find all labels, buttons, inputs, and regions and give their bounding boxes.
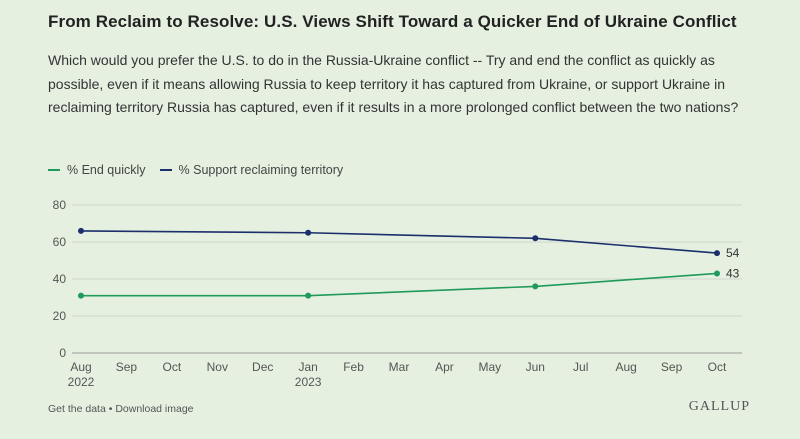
series-line [81, 272, 718, 297]
download-image-link[interactable]: Download image [115, 403, 194, 415]
y-tick-label: 40 [53, 272, 67, 286]
x-tick-label: Sep [116, 360, 138, 374]
y-tick-label: 0 [59, 346, 66, 360]
x-tick-label: Apr [435, 360, 454, 374]
end-value-label: 43 [726, 266, 740, 280]
data-point [532, 283, 539, 290]
legend-item-end-quickly[interactable]: % End quickly [48, 163, 146, 177]
x-tick-label: May [479, 360, 502, 374]
get-data-link[interactable]: Get the data [48, 403, 106, 415]
data-point [78, 227, 84, 234]
footer-links: Get the data • Download image [48, 403, 194, 415]
x-tick-label: Oct [163, 360, 182, 374]
legend-label-support-reclaiming: % Support reclaiming territory [178, 163, 344, 177]
x-tick-label: Feb [343, 360, 364, 374]
x-tick-label: Dec [252, 360, 273, 374]
legend: % End quickly % Support reclaiming terri… [48, 163, 357, 177]
x-tick-year-label: 2023 [295, 375, 322, 389]
legend-swatch-support-reclaiming [159, 169, 172, 171]
x-tick-label: Jun [526, 360, 545, 374]
x-tick-label: Mar [389, 360, 410, 374]
data-point [78, 292, 84, 299]
legend-item-support-reclaiming[interactable]: % Support reclaiming territory [159, 163, 344, 177]
gallup-logo: GALLUP [688, 399, 750, 414]
data-point [305, 229, 312, 236]
x-tick-label: Jan [298, 360, 317, 374]
x-tick-label: Jul [573, 360, 588, 374]
y-tick-label: 20 [53, 309, 67, 323]
y-tick-label: 60 [53, 235, 67, 249]
y-tick-label: 80 [53, 198, 67, 212]
end-value-label: 54 [726, 246, 740, 260]
legend-label-end-quickly: % End quickly [67, 163, 146, 177]
data-point [714, 270, 720, 277]
x-tick-label: Aug [615, 360, 636, 374]
footer-separator: • [105, 403, 116, 415]
x-tick-label: Nov [207, 360, 228, 374]
chart-subtitle: Which would you prefer the U.S. to do in… [48, 52, 739, 115]
data-point [532, 235, 539, 242]
x-tick-label: Sep [661, 360, 683, 374]
x-tick-year-label: 2022 [68, 375, 95, 389]
data-point [305, 292, 312, 299]
chart-title: From Reclaim to Resolve: U.S. Views Shif… [48, 12, 737, 31]
series-line [80, 230, 718, 254]
legend-swatch-end-quickly [48, 169, 60, 171]
x-tick-label: Aug [70, 360, 91, 374]
data-point [714, 250, 720, 257]
x-tick-label: Oct [708, 360, 727, 374]
